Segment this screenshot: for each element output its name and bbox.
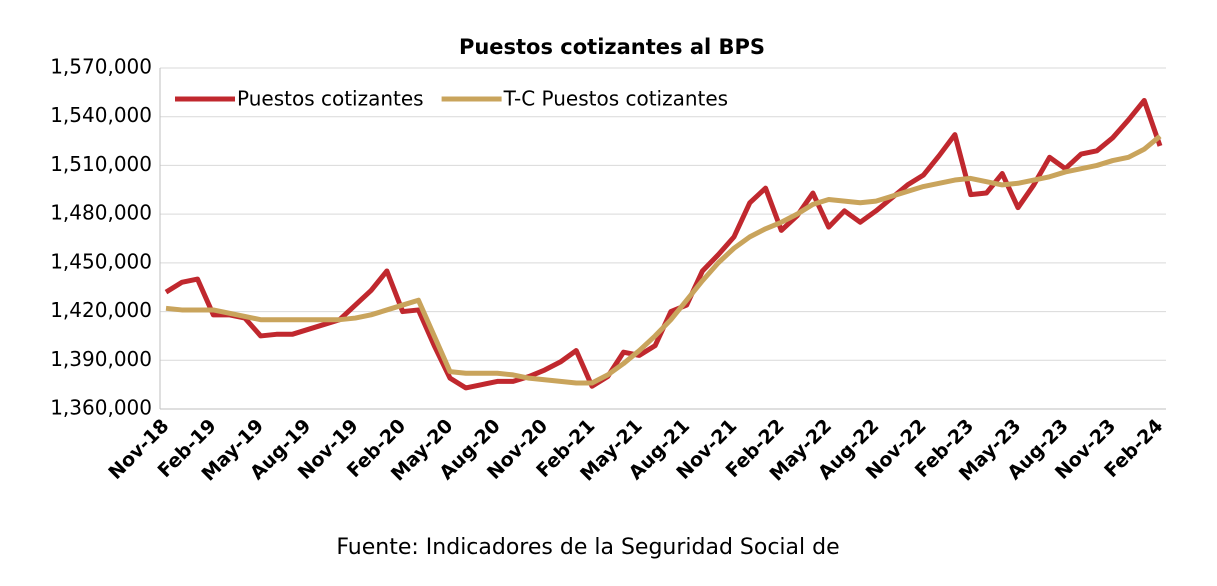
series-line [165,134,1162,386]
y-tick-label: 1,570,000 [50,55,152,79]
y-tick-label: 1,390,000 [50,347,152,371]
y-tick-label: 1,360,000 [50,396,152,420]
chart-title: Puestos cotizantes al BPS [459,35,765,59]
y-tick-label: 1,510,000 [50,152,152,176]
y-tick-label: 1,420,000 [50,298,152,322]
legend-label: Puestos cotizantes [237,87,424,111]
legend-label: T-C Puestos cotizantes [503,87,729,111]
y-tick-label: 1,540,000 [50,103,152,127]
series-line [164,97,1163,391]
source-note: Fuente: Indicadores de la Seguridad Soci… [336,535,839,560]
y-tick-label: 1,480,000 [50,201,152,225]
y-tick-label: 1,450,000 [50,249,152,273]
